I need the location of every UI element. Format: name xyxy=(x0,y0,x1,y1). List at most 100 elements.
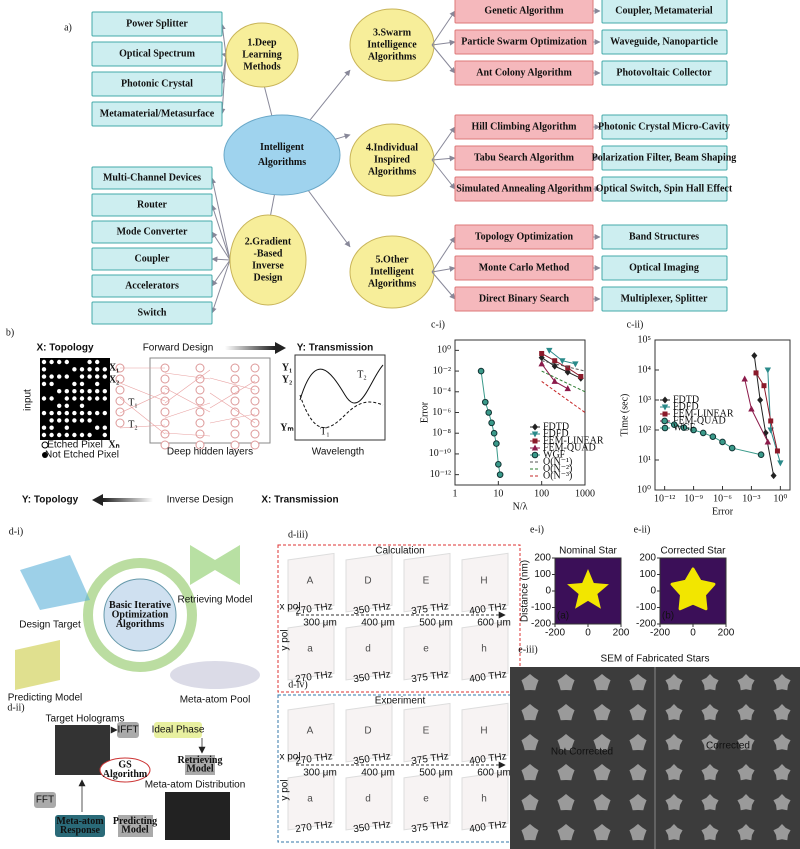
application-text: Multi-Channel Devices xyxy=(103,172,201,183)
legend-marker xyxy=(531,451,539,459)
algorithm-text: Simulated Annealing Algorithm xyxy=(456,183,592,194)
neuron xyxy=(230,363,240,373)
neuron xyxy=(195,374,205,384)
label: Etched Pixel xyxy=(47,440,103,451)
dashed-frame xyxy=(277,544,521,693)
hologram-letter: h xyxy=(481,644,487,655)
neuron xyxy=(160,418,170,428)
plot-frame xyxy=(454,339,586,486)
neuron xyxy=(195,418,205,428)
cycle xyxy=(83,558,197,672)
pixel xyxy=(57,359,62,365)
hologram-letter: e xyxy=(423,794,429,805)
label: Meta-atom Distribution xyxy=(145,780,246,791)
step-box xyxy=(118,815,153,837)
point xyxy=(481,398,489,406)
x-tick-label: 200 xyxy=(613,628,630,639)
connector xyxy=(164,387,211,413)
connector xyxy=(431,265,456,273)
hologram-letter: A xyxy=(307,576,314,587)
x-axis-label: Error xyxy=(712,506,734,517)
connector xyxy=(209,392,256,424)
legend-marker xyxy=(532,438,538,444)
label: Nominal Star xyxy=(559,546,617,557)
x-tick-label: 200 xyxy=(718,628,735,639)
method-text: 4.Individual xyxy=(366,142,418,153)
frequency: 400 THz xyxy=(469,819,508,835)
hologram-letter: H xyxy=(480,576,487,587)
label: FFT xyxy=(36,795,54,806)
hologram xyxy=(461,702,509,763)
connector xyxy=(431,44,456,74)
x-tick-label: 0 xyxy=(585,628,591,639)
legend-text: FEM-QUAD xyxy=(673,415,726,426)
application-box xyxy=(91,11,223,37)
connector xyxy=(431,236,456,273)
application-text: Coupler, Metamaterial xyxy=(615,5,713,16)
neuron xyxy=(250,429,260,439)
connector xyxy=(210,204,231,261)
sem-star xyxy=(773,704,791,721)
frequency: 270 THz xyxy=(295,751,334,767)
label: (b) xyxy=(662,611,674,622)
label: y pol xyxy=(280,629,291,650)
y-tick-label: 200 xyxy=(639,553,656,564)
x-tick-label: 1000 xyxy=(575,488,595,499)
point xyxy=(751,352,758,360)
hologram-letter: d xyxy=(365,644,371,655)
x-tick-label: 10 xyxy=(493,488,503,499)
neuron xyxy=(160,374,170,384)
sem-star xyxy=(629,704,647,721)
distance: 300 μm xyxy=(303,768,337,779)
frequency: 270 THz xyxy=(295,819,334,835)
label: IFFT xyxy=(117,725,138,736)
sem-star xyxy=(665,764,683,781)
method-text: 5.Other xyxy=(375,254,409,265)
frequency: 375 THz xyxy=(411,669,450,685)
pixel xyxy=(95,389,100,394)
pixel xyxy=(64,396,70,401)
connector xyxy=(221,52,228,59)
method-text: Algorithms xyxy=(368,166,416,177)
series-line xyxy=(753,355,775,476)
application-box xyxy=(91,247,213,271)
algorithm-box xyxy=(454,145,594,171)
method-text: Learning xyxy=(242,49,281,60)
y-tick-label: 10⁵ xyxy=(638,334,652,345)
x-tick-label: 10⁻¹² xyxy=(654,493,675,504)
x-tick-label: 10⁻⁹ xyxy=(684,493,703,504)
sem-star xyxy=(701,734,719,751)
pixel xyxy=(102,374,108,379)
pixel xyxy=(64,374,70,379)
point xyxy=(757,396,764,404)
sem-star xyxy=(665,734,683,751)
frequency: 350 THz xyxy=(353,751,392,767)
neuron xyxy=(250,407,260,417)
point xyxy=(741,375,748,382)
application-box xyxy=(91,101,223,127)
step-box xyxy=(34,792,56,808)
pixel xyxy=(64,389,70,394)
connector xyxy=(219,23,227,56)
pixel xyxy=(87,367,92,372)
connector xyxy=(209,413,256,424)
point xyxy=(551,362,558,370)
pixel xyxy=(72,389,77,394)
sem-star xyxy=(773,734,791,751)
label: Inverse Design xyxy=(167,495,234,506)
algorithm-text: Hill Climbing Algorithm xyxy=(471,121,577,132)
y-tick-label: -200 xyxy=(636,619,656,630)
frequency: 270 THz xyxy=(295,601,334,617)
point xyxy=(774,448,780,454)
step-text: Meta-atom xyxy=(56,816,104,827)
label: Y₂ xyxy=(282,374,292,385)
pixel xyxy=(57,418,62,423)
arrow-head xyxy=(275,342,286,354)
arrow-bar xyxy=(103,498,153,502)
connector xyxy=(164,432,211,437)
step-text: Predicting xyxy=(113,816,157,827)
sem-star xyxy=(629,794,647,811)
pixel xyxy=(49,425,54,430)
neuron xyxy=(195,407,205,417)
point xyxy=(559,358,566,365)
